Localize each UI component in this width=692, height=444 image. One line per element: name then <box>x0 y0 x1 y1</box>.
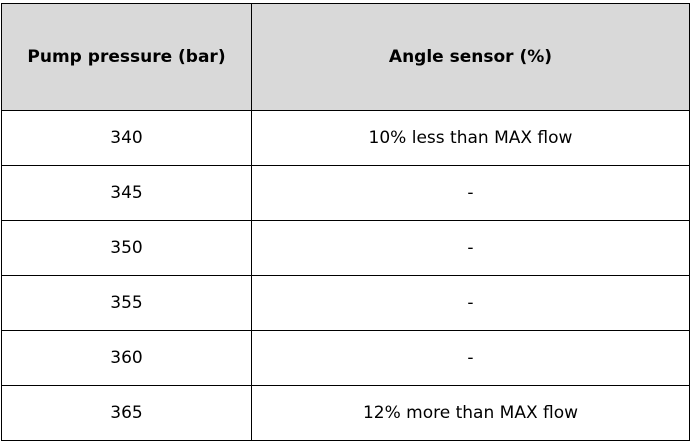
table-row: 360- <box>1 330 690 386</box>
header-cell: Pump pressure (bar) <box>1 3 252 111</box>
table-row: 340 10% less than MAX flow <box>1 110 690 166</box>
table-cell: - <box>251 220 690 276</box>
data-table: Pump pressure (bar) Angle sensor (%) 340… <box>1 3 690 441</box>
table-cell: - <box>251 275 690 331</box>
header-cell: Angle sensor (%) <box>251 3 690 111</box>
table-cell: - <box>251 165 690 221</box>
table-cell: 340 <box>1 110 252 166</box>
table-body: 340 10% less than MAX flow 345-350-355-360… <box>1 110 690 441</box>
table-cell: 10% less than MAX flow <box>251 110 690 166</box>
table-row: 355- <box>1 275 690 331</box>
table-cell: 345 <box>1 165 252 221</box>
table-cell: - <box>251 330 690 386</box>
table-cell: 365 <box>1 385 252 441</box>
table-row: 365 12% more than MAX flow <box>1 385 690 441</box>
table-cell: 12% more than MAX flow <box>251 385 690 441</box>
table-cell: 355 <box>1 275 252 331</box>
table-cell: 360 <box>1 330 252 386</box>
table-row: 350- <box>1 220 690 276</box>
header-row: Pump pressure (bar) Angle sensor (%) <box>1 3 690 111</box>
table-row: 345- <box>1 165 690 221</box>
table-cell: 350 <box>1 220 252 276</box>
